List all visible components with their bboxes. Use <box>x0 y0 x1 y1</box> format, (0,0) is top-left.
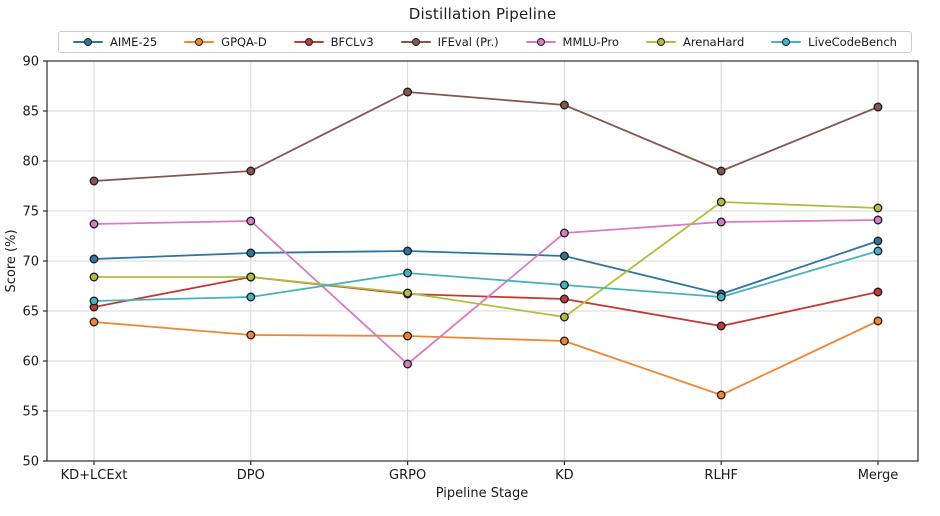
data-point-gpqa-d-merge <box>873 316 883 326</box>
x-tick-label: GRPO <box>389 468 426 483</box>
legend-dot-icon <box>536 38 545 46</box>
series-line-gpqa-d <box>93 320 879 396</box>
legend-label: BFCLv3 <box>330 35 374 49</box>
y-tick-label: 85 <box>22 105 39 120</box>
data-point-mmlu-pro-kd <box>559 228 569 238</box>
series-line-mmlu-pro <box>93 219 879 365</box>
y-tick-label: 90 <box>22 55 39 70</box>
data-point-bfclv3-rlhf <box>716 321 726 331</box>
legend-item-livecodebench: LiveCodeBench <box>771 35 897 49</box>
data-point-gpqa-d-dpo <box>246 330 256 340</box>
series-line-arenahard <box>93 201 879 318</box>
data-point-ifeval-pr-grpo <box>403 87 413 97</box>
data-point-mmlu-pro-merge <box>873 215 883 225</box>
data-point-aime-25-kd <box>559 251 569 261</box>
data-point-arenahard-merge <box>873 203 883 213</box>
data-point-aime-25-kd-lcext <box>89 254 99 264</box>
series-line-livecodebench <box>93 250 879 302</box>
legend-item-gpqa-d: GPQA-D <box>184 35 267 49</box>
y-axis-label: Score (%) <box>4 229 19 292</box>
legend-label: LiveCodeBench <box>808 35 897 49</box>
data-point-gpqa-d-kd <box>559 336 569 346</box>
legend-item-bfclv3: BFCLv3 <box>293 35 374 49</box>
x-tick-label: DPO <box>237 468 265 483</box>
data-point-mmlu-pro-grpo <box>403 359 413 369</box>
data-point-gpqa-d-kd-lcext <box>89 317 99 327</box>
data-point-livecodebench-kd <box>559 280 569 290</box>
x-tick-label: Merge <box>858 468 899 483</box>
legend-item-arenahard: ArenaHard <box>645 35 745 49</box>
data-point-aime-25-dpo <box>246 248 256 258</box>
data-point-ifeval-pr-rlhf <box>716 166 726 176</box>
legend-label: ArenaHard <box>682 35 745 49</box>
legend-line-marker-icon <box>73 38 103 46</box>
data-point-arenahard-kd-lcext <box>89 272 99 282</box>
x-axis-label: Pipeline Stage <box>436 486 529 501</box>
chart-title: Distillation Pipeline <box>408 5 557 23</box>
x-tick-label: RLHF <box>704 468 738 483</box>
legend-dot-icon <box>195 38 204 46</box>
y-tick-label: 70 <box>22 255 39 270</box>
legend-line-marker-icon <box>184 38 215 46</box>
data-point-mmlu-pro-kd-lcext <box>89 219 99 229</box>
y-tick-label: 65 <box>22 305 39 320</box>
data-point-ifeval-pr-kd <box>559 100 569 110</box>
y-tick-label: 55 <box>22 405 39 420</box>
legend-item-ifeval-pr: IFEval (Pr.) <box>400 35 499 49</box>
data-point-livecodebench-kd-lcext <box>89 296 99 306</box>
data-point-arenahard-kd <box>559 312 569 322</box>
series-line-ifeval-pr <box>93 91 879 182</box>
legend-dot-icon <box>84 38 92 46</box>
axis-layer: 50 55 60 65 70 75 80 85 90 KD+LCExt DPO GRPO KD RLHF M… <box>22 55 919 483</box>
legend-dot-icon <box>304 38 313 46</box>
legend-label: GPQA-D <box>221 35 267 49</box>
y-tick-label: 75 <box>22 205 39 220</box>
legend-line-marker-icon <box>400 38 431 46</box>
data-point-arenahard-grpo <box>403 288 413 298</box>
grid-layer <box>47 60 918 462</box>
legend-item-aime-25: AIME-25 <box>73 35 157 49</box>
y-tick-label: 60 <box>22 355 39 370</box>
legend-label: MMLU-Pro <box>562 35 620 49</box>
legend-dot-icon <box>782 38 791 46</box>
x-tick-label: KD+LCExt <box>61 468 128 483</box>
data-point-ifeval-pr-kd-lcext <box>89 176 99 186</box>
legend-label: IFEval (Pr.) <box>437 35 499 49</box>
legend-dot-icon <box>411 38 420 46</box>
data-point-livecodebench-grpo <box>403 268 413 278</box>
data-point-ifeval-pr-merge <box>873 102 883 112</box>
legend-line-marker-icon <box>525 38 556 46</box>
x-tick-label: KD <box>555 468 574 483</box>
data-point-gpqa-d-rlhf <box>716 390 726 400</box>
data-point-mmlu-pro-rlhf <box>716 217 726 227</box>
series-line-aime-25 <box>93 240 879 295</box>
data-point-ifeval-pr-dpo <box>246 166 256 176</box>
legend-line-marker-icon <box>771 38 802 46</box>
data-point-aime-25-merge <box>873 236 883 246</box>
legend-line-marker-icon <box>293 38 324 46</box>
data-point-livecodebench-merge <box>873 246 883 256</box>
legend-line-marker-icon <box>645 38 676 46</box>
series-layer <box>89 87 883 400</box>
legend: AIME-25 GPQA-D BFCLv3 IFEval (Pr.) MMLU-Pro A… <box>58 31 912 53</box>
series-line-bfclv3 <box>93 276 879 327</box>
legend-label: AIME-25 <box>110 35 158 49</box>
data-point-livecodebench-rlhf <box>716 292 726 302</box>
legend-item-mmlu-pro: MMLU-Pro <box>525 35 620 49</box>
y-tick-label: 80 <box>22 155 39 170</box>
data-point-arenahard-dpo <box>246 272 256 282</box>
y-tick-label: 50 <box>22 455 39 470</box>
data-point-arenahard-rlhf <box>716 197 726 207</box>
data-point-aime-25-grpo <box>403 246 413 256</box>
data-point-bfclv3-merge <box>873 287 883 297</box>
legend-dot-icon <box>656 38 665 46</box>
data-point-gpqa-d-grpo <box>403 331 413 341</box>
data-point-mmlu-pro-dpo <box>246 216 256 226</box>
data-point-livecodebench-dpo <box>246 292 256 302</box>
data-point-bfclv3-kd <box>559 294 569 304</box>
